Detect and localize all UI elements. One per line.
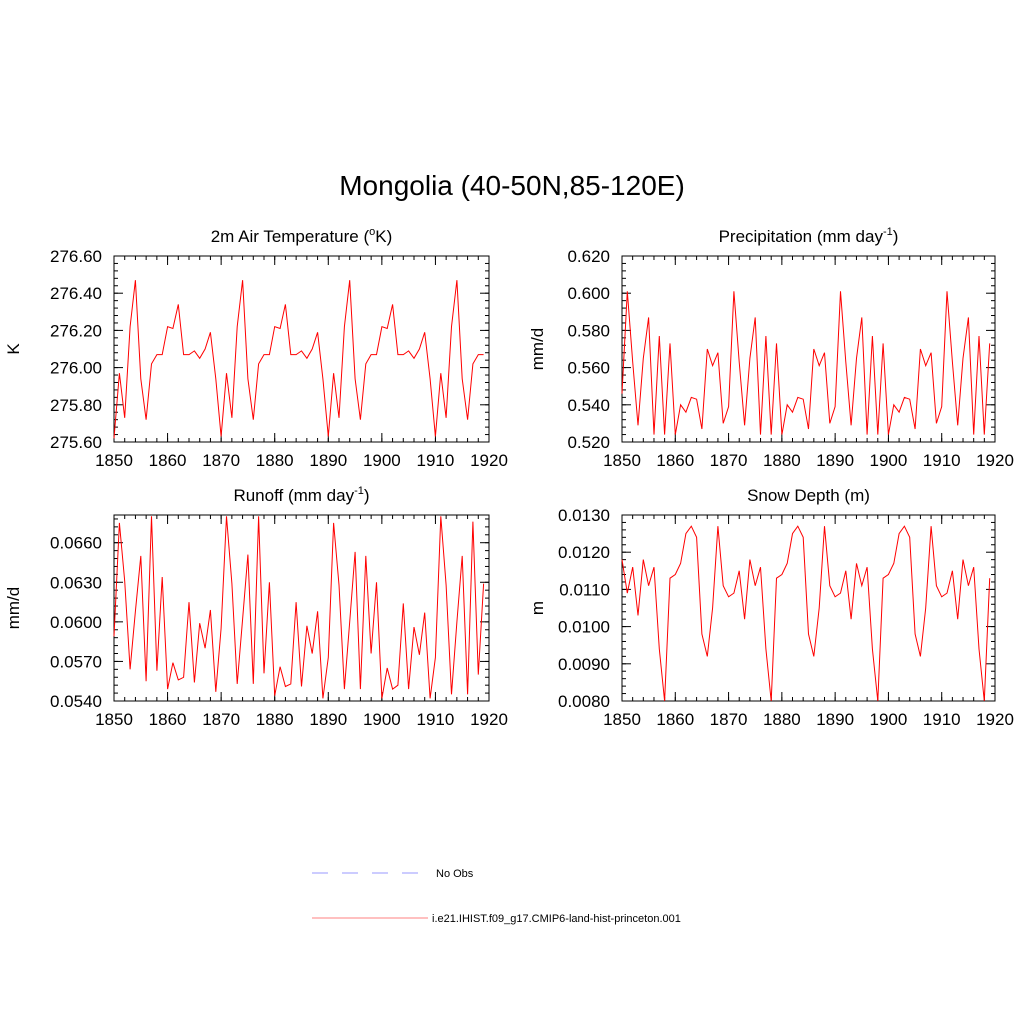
title-superscript: -1 — [354, 485, 364, 497]
y-tick-label: 276.40 — [50, 284, 102, 303]
x-tick-label: 1870 — [710, 710, 748, 729]
y-tick-label: 0.0080 — [558, 692, 610, 711]
title-text: K) — [375, 227, 392, 246]
y-tick-label: 276.60 — [50, 247, 102, 266]
figure-title: Mongolia (40-50N,85-120E) — [339, 170, 685, 201]
y-tick-label: 0.0090 — [558, 655, 610, 674]
legend: No Obs i.e21.IHIST.f09_g17.CMIP6-land-his… — [312, 868, 681, 925]
x-tick-label: 1910 — [923, 451, 961, 470]
x-tick-label: 1900 — [870, 710, 908, 729]
plot-frame — [113, 514, 490, 702]
panel-title: Runoff (mm day-1) — [233, 485, 369, 505]
y-tick-label: 0.0570 — [50, 652, 102, 671]
x-tick-label: 1850 — [95, 451, 133, 470]
panel-title: Precipitation (mm day-1) — [719, 226, 899, 246]
x-tick-label: 1900 — [870, 451, 908, 470]
y-tick-label: 0.0100 — [558, 618, 610, 637]
x-tick-label: 1890 — [309, 710, 347, 729]
x-tick-label: 1860 — [656, 710, 694, 729]
y-tick-label: 275.60 — [50, 433, 102, 452]
title-superscript: o — [369, 226, 375, 238]
panel-title: 2m Air Temperature (oK) — [211, 226, 393, 246]
x-tick-label: 1910 — [417, 710, 455, 729]
x-tick-label: 1860 — [149, 451, 187, 470]
y-axis-label: m — [528, 601, 547, 615]
y-tick-label: 0.0600 — [50, 613, 102, 632]
chart-panel: 1850 1860 1870 1880 1890 1900 1910 1920 275.60 27… — [4, 226, 508, 470]
x-tick-label: 1880 — [763, 451, 801, 470]
x-tick-label: 1860 — [149, 710, 187, 729]
y-tick-label: 276.20 — [50, 321, 102, 340]
y-axis-label: mm/d — [4, 587, 23, 630]
x-tick-label: 1920 — [470, 451, 508, 470]
y-tick-label: 0.0120 — [558, 543, 610, 562]
y-tick-label: 276.00 — [50, 359, 102, 378]
series-line — [621, 291, 991, 435]
title-text: ) — [364, 486, 370, 505]
x-tick-label: 1890 — [309, 451, 347, 470]
y-tick-label: 0.540 — [567, 396, 610, 415]
y-tick-label: 0.0660 — [50, 534, 102, 553]
x-tick-label: 1860 — [656, 451, 694, 470]
x-tick-label: 1870 — [710, 451, 748, 470]
legend-label: i.e21.IHIST.f09_g17.CMIP6-land-hist-prin… — [432, 913, 681, 925]
x-tick-label: 1890 — [816, 710, 854, 729]
plot-frame — [113, 255, 490, 443]
x-tick-label: 1880 — [256, 451, 294, 470]
chart-panel: 1850 1860 1870 1880 1890 1900 1910 1920 0.0540 0.… — [4, 485, 508, 729]
chart-panel: 1850 1860 1870 1880 1890 1900 1910 1920 0.0080 0.… — [528, 486, 1014, 729]
y-tick-label: 0.560 — [567, 359, 610, 378]
x-tick-label: 1850 — [603, 451, 641, 470]
chart-panel: 1850 1860 1870 1880 1890 1900 1910 1920 0.520 0.5… — [528, 226, 1014, 470]
y-tick-label: 0.0130 — [558, 506, 610, 525]
plot-frame — [621, 255, 996, 443]
series-line — [621, 525, 991, 702]
x-tick-label: 1920 — [470, 710, 508, 729]
y-tick-label: 0.520 — [567, 433, 610, 452]
x-tick-label: 1920 — [976, 451, 1014, 470]
x-tick-label: 1910 — [923, 710, 961, 729]
x-tick-label: 1870 — [202, 451, 240, 470]
panel-title: Snow Depth (m) — [747, 486, 870, 505]
x-tick-label: 1900 — [363, 710, 401, 729]
x-tick-label: 1880 — [763, 710, 801, 729]
y-tick-label: 0.620 — [567, 247, 610, 266]
x-tick-label: 1880 — [256, 710, 294, 729]
x-tick-label: 1850 — [95, 710, 133, 729]
legend-label: No Obs — [436, 868, 474, 880]
x-tick-label: 1900 — [363, 451, 401, 470]
y-tick-label: 0.0630 — [50, 573, 102, 592]
x-tick-label: 1850 — [603, 710, 641, 729]
y-tick-label: 0.0110 — [559, 580, 610, 599]
title-text: Snow Depth (m) — [747, 486, 870, 505]
x-tick-label: 1910 — [417, 451, 455, 470]
title-superscript: -1 — [883, 226, 893, 238]
title-text: Precipitation (mm day — [719, 227, 884, 246]
series-line — [113, 280, 484, 439]
x-tick-label: 1920 — [976, 710, 1014, 729]
y-tick-label: 0.600 — [567, 284, 610, 303]
y-axis-label: K — [4, 343, 23, 355]
title-text: Runoff (mm day — [233, 486, 354, 505]
y-axis-label: mm/d — [528, 328, 547, 371]
plot-frame — [621, 514, 996, 702]
title-text: ) — [893, 227, 899, 246]
x-tick-label: 1890 — [816, 451, 854, 470]
y-tick-label: 0.580 — [567, 321, 610, 340]
y-tick-label: 0.0540 — [50, 692, 102, 711]
x-tick-label: 1870 — [202, 710, 240, 729]
y-tick-label: 275.80 — [50, 396, 102, 415]
series-line — [113, 516, 485, 699]
title-text: 2m Air Temperature ( — [211, 227, 370, 246]
